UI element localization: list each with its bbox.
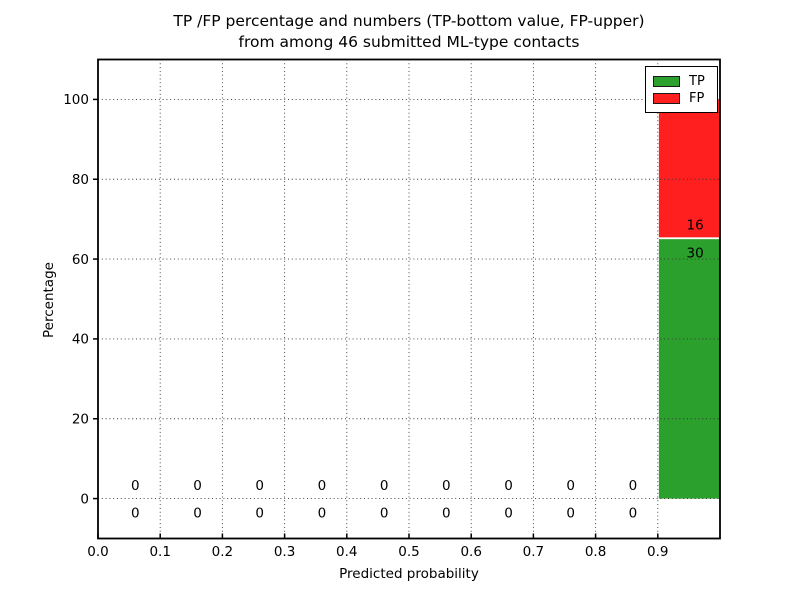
- x-tick-label: 0.9: [647, 544, 668, 560]
- chart-title-line1: TP /FP percentage and numbers (TP-bottom…: [173, 12, 645, 30]
- fp-count-label: 0: [131, 478, 140, 494]
- x-tick-label: 0.0: [87, 544, 108, 560]
- tp-count-label: 30: [687, 245, 704, 261]
- y-tick-label: 80: [72, 172, 89, 188]
- x-tick-label: 0.2: [212, 544, 233, 560]
- bar-tp-segment: [658, 239, 720, 499]
- bar-fp-segment: [658, 99, 720, 238]
- y-tick-label: 0: [80, 491, 89, 507]
- y-tick-label: 20: [72, 412, 89, 428]
- tp-count-label: 0: [255, 506, 264, 522]
- chart-title-line2: from among 46 submitted ML-type contacts: [238, 32, 580, 51]
- legend: TP FP: [645, 66, 718, 113]
- x-tick-label: 0.3: [274, 544, 295, 560]
- tp-count-label: 0: [566, 506, 575, 522]
- fp-count-label: 0: [380, 478, 389, 494]
- y-tick-label: 60: [72, 252, 89, 268]
- x-tick-label: 0.7: [523, 544, 544, 560]
- tp-count-label: 0: [318, 506, 327, 522]
- legend-entry-tp: TP: [653, 74, 713, 89]
- tp-count-label: 0: [504, 506, 513, 522]
- x-tick-label: 0.1: [149, 544, 170, 560]
- fp-count-label: 0: [318, 478, 327, 494]
- legend-label-fp: FP: [689, 91, 705, 106]
- x-axis-label: Predicted probability: [339, 566, 479, 582]
- tp-count-label: 0: [380, 506, 389, 522]
- x-tick-label: 0.4: [336, 544, 357, 560]
- fp-count-label: 0: [629, 478, 638, 494]
- tp-count-label: 0: [131, 506, 140, 522]
- legend-entry-fp: FP: [653, 91, 713, 106]
- tp-count-label: 0: [629, 506, 638, 522]
- fp-count-label: 0: [566, 478, 575, 494]
- legend-swatch-tp-icon: [653, 76, 680, 87]
- legend-swatch-fp-icon: [653, 93, 680, 104]
- x-tick-label: 0.5: [398, 544, 419, 560]
- fp-count-label: 0: [442, 478, 451, 494]
- fp-count-label: 0: [255, 478, 264, 494]
- tp-count-label: 0: [193, 506, 202, 522]
- y-axis-label: Percentage: [41, 262, 57, 338]
- fp-count-label: 16: [687, 218, 704, 234]
- chart-title: TP /FP percentage and numbers (TP-bottom…: [98, 11, 720, 52]
- x-tick-label: 0.8: [585, 544, 606, 560]
- y-tick-label: 40: [72, 332, 89, 348]
- legend-label-tp: TP: [689, 74, 705, 89]
- x-tick-label: 0.6: [460, 544, 481, 560]
- fp-count-label: 0: [193, 478, 202, 494]
- tp-count-label: 0: [442, 506, 451, 522]
- y-tick-label: 100: [63, 92, 89, 108]
- fp-count-label: 0: [504, 478, 513, 494]
